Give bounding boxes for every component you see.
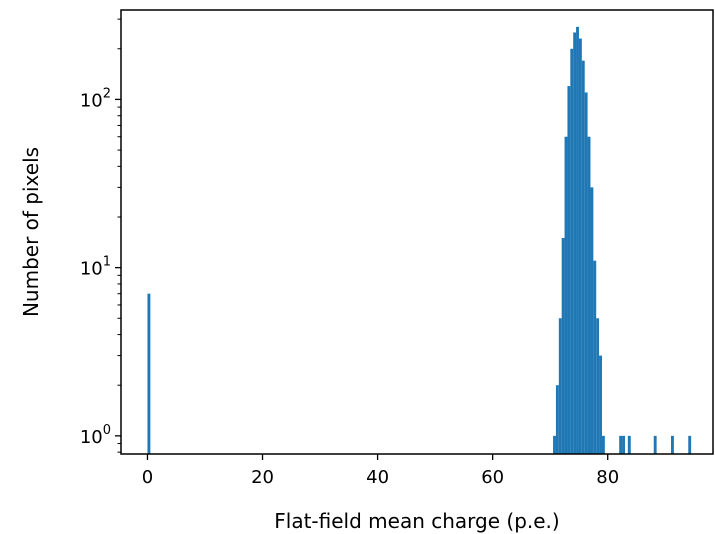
y-tick-label-1: 101 [80, 255, 111, 280]
x-tick-label-4: 80 [596, 467, 619, 488]
histogram-bar-18 [601, 435, 605, 454]
histogram-bar-13 [587, 136, 591, 455]
histogram-bar-19 [619, 435, 623, 454]
y-tick-label-2: 102 [80, 86, 111, 111]
histogram-bar-17 [599, 355, 602, 454]
histogram-bar-8 [573, 32, 577, 455]
histogram-bar-10 [578, 38, 582, 455]
histogram-bar-24 [688, 435, 692, 454]
histogram-bar-6 [567, 86, 571, 454]
x-tick-label-3: 60 [481, 467, 504, 488]
histogram-bar-14 [590, 187, 594, 454]
x-tick-label-1: 20 [251, 467, 274, 488]
histogram-bar-5 [564, 136, 568, 455]
histogram-bar-4 [561, 238, 565, 454]
histogram-bar-3 [558, 318, 562, 454]
histogram-bar-1 [553, 435, 556, 454]
histogram-bar-16 [596, 318, 600, 454]
histogram-bars [147, 26, 692, 455]
histogram-bar-11 [581, 60, 585, 454]
histogram-bar-21 [627, 435, 631, 454]
x-axis-ticks: 0 20 40 60 80 [142, 454, 619, 488]
histogram-bar-7 [570, 48, 574, 455]
y-tick-label-0: 100 [80, 423, 111, 448]
histogram-bar-0 [147, 293, 151, 454]
y-axis-ticks: 100 101 102 [80, 86, 121, 448]
histogram-bar-23 [671, 435, 674, 454]
histogram-bar-20 [622, 435, 625, 454]
histogram-bar-12 [584, 92, 588, 454]
x-axis-label: Flat-field mean charge (p.e.) [274, 509, 559, 533]
histogram-bar-9 [576, 26, 579, 455]
y-axis-label: Number of pixels [19, 147, 43, 317]
x-tick-label-0: 0 [142, 467, 153, 488]
plot-frame [120, 9, 714, 455]
histogram-bar-2 [555, 385, 559, 454]
x-tick-label-2: 40 [366, 467, 389, 488]
histogram-bar-15 [593, 260, 597, 454]
histogram-bar-22 [653, 435, 657, 454]
